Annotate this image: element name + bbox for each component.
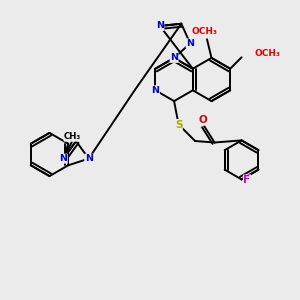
- Text: F: F: [243, 175, 250, 185]
- Text: OCH₃: OCH₃: [192, 27, 218, 36]
- Text: S: S: [175, 119, 182, 130]
- Text: N: N: [59, 154, 68, 163]
- Text: N: N: [186, 39, 194, 48]
- Text: N: N: [170, 53, 178, 62]
- Text: CH₃: CH₃: [64, 132, 81, 141]
- Text: N: N: [156, 22, 164, 31]
- Text: N: N: [85, 154, 93, 163]
- Text: N: N: [152, 86, 159, 95]
- Text: O: O: [198, 115, 207, 125]
- Text: OCH₃: OCH₃: [254, 49, 280, 58]
